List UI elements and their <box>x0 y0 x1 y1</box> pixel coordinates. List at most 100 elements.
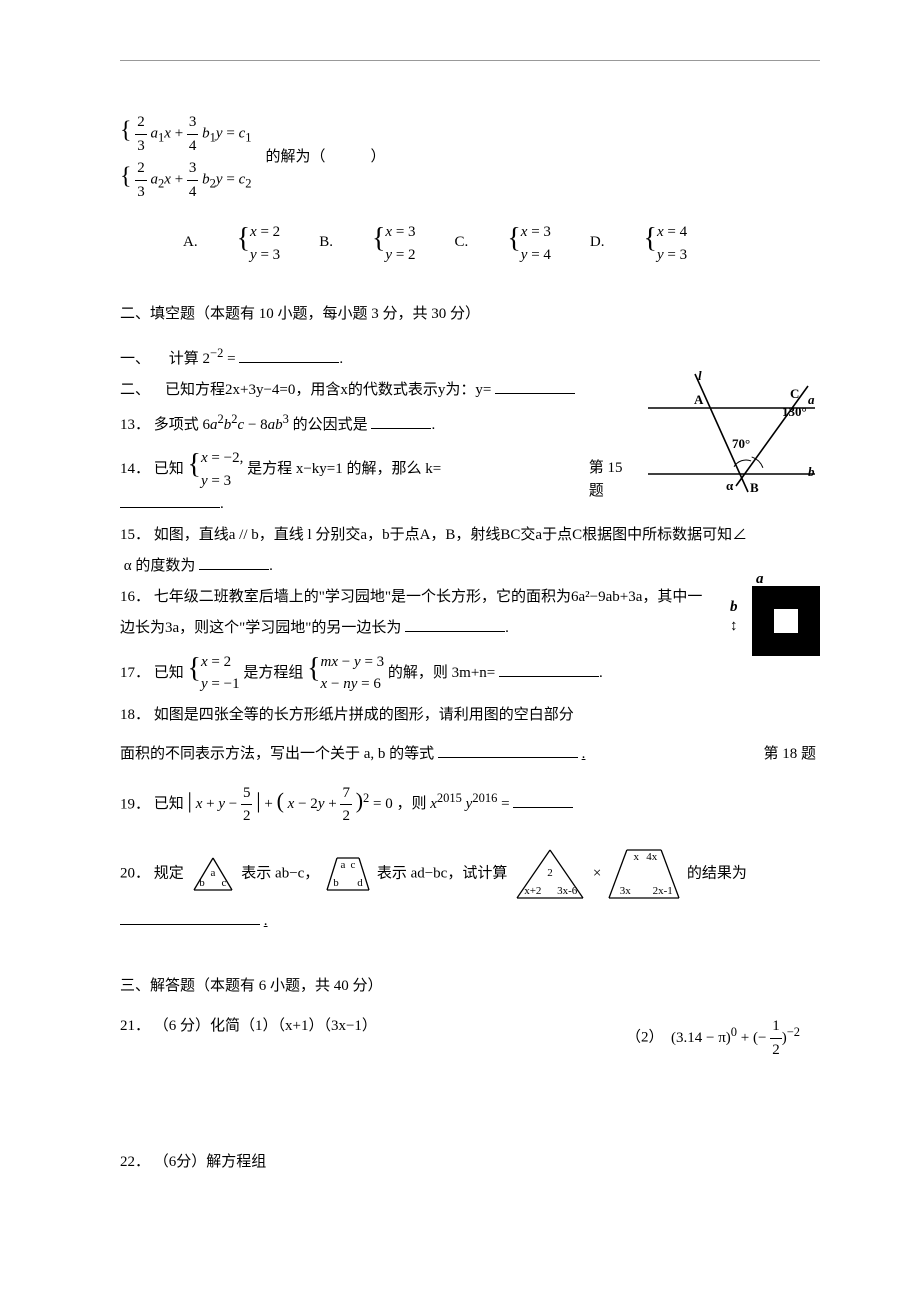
svg-text:c: c <box>221 877 226 889</box>
q20-blank <box>120 909 260 925</box>
q12-text: 已知方程2x+3y−4=0，用含x的代数式表示y为：y= <box>165 382 491 398</box>
q10-line2: { 23 a2x + 34 b2y = c2 <box>120 157 251 203</box>
q15-text: 如图，直线a // b，直线 l 分别交a，b于点A，B，射线BC交a于点C根据… <box>154 527 747 543</box>
q22-label: 22． <box>120 1154 150 1170</box>
q18-l1-text: 如图是四张全等的长方形纸片拼成的图形，请利用图的空白部分 <box>154 707 574 723</box>
svg-text:3x-6: 3x-6 <box>557 885 578 897</box>
q19-blank <box>513 792 573 808</box>
q10-optD-label: D. <box>589 217 641 267</box>
q15-caption: 第 15 题 <box>589 457 640 502</box>
q14-row: 14． 已知 {x = −2,y = 3 是方程 x−ky=1 的解，那么 k=… <box>120 444 640 516</box>
q10-optB-label: B. <box>318 217 369 267</box>
q16-blank <box>405 616 505 632</box>
q19: 19． 已知 | x + y − 52 | + ( x − 2y + 72 )2… <box>120 782 820 828</box>
q18-l1: 18． 如图是四张全等的长方形纸片拼成的图形，请利用图的空白部分 <box>120 704 820 727</box>
q15-l1: 15． 如图，直线a // b，直线 l 分别交a，b于点A，B，射线BC交a于… <box>120 524 820 547</box>
q17-blank <box>499 661 599 677</box>
q13-post: 的公因式是 <box>293 417 368 433</box>
q11: 一、 计算 2−2 = . <box>120 344 820 371</box>
q11-prefix: 一、 <box>120 351 150 367</box>
svg-text:x+2: x+2 <box>524 885 541 897</box>
q12-prefix: 二、 <box>120 382 150 398</box>
q20-tri2: 2 x+2 3x-6 <box>511 846 589 902</box>
q10-optA: {x = 2y = 3 <box>236 217 317 267</box>
q15-svg: lACabBα70°130° <box>640 368 820 498</box>
q21-label: 21． <box>120 1018 150 1034</box>
q18-l2-pre: 面积的不同表示方法，写出一个关于 a, b 的等式 <box>120 746 434 762</box>
q16-label: 16． <box>120 589 150 605</box>
q20-dot: . <box>264 913 268 929</box>
q22-text: （6分）解方程组 <box>154 1154 267 1170</box>
svg-text:a: a <box>341 859 346 871</box>
q18-label: 18． <box>120 707 150 723</box>
svg-text:b: b <box>808 464 815 479</box>
svg-text:b: b <box>199 877 205 889</box>
q21-p2: (3.14 − π)0 + (− 12)−2 <box>671 1030 800 1046</box>
q20-post: 的结果为 <box>687 865 747 881</box>
q18-figure: a b ↕ <box>730 586 820 656</box>
svg-text:C: C <box>790 386 799 401</box>
q14-blank <box>120 492 220 508</box>
q14-label: 14． <box>120 461 150 477</box>
q14-pre: 已知 <box>154 461 184 477</box>
q21-left: 21． （6 分）化简（1）（x+1）（3x−1） <box>120 1015 377 1038</box>
q18-l2: 面积的不同表示方法，写出一个关于 a, b 的等式 . <box>120 742 585 766</box>
q21: 21． （6 分）化简（1）（x+1）（3x−1） （2） (3.14 − π)… <box>120 1015 820 1061</box>
svg-text:α: α <box>726 478 734 493</box>
q10-optA-label: A. <box>182 217 234 267</box>
q20-times: × <box>593 865 601 881</box>
q11-blank <box>239 347 339 363</box>
q17-sys1: {x = 2y = −1 <box>188 665 240 681</box>
q10-options: A. {x = 2y = 3 B. {x = 3y = 2 C. {x = 3y… <box>180 215 725 269</box>
q10-optB: {x = 3y = 2 <box>371 217 452 267</box>
q20: 20． 规定 abc 表示 ab−c， acbd 表示 ad−bc，试计算 2x… <box>120 846 820 941</box>
q11-expr: 2−2 = <box>203 351 236 367</box>
q16-l2-pre: 边长为3a，则这个"学习园地"的另一边长为 <box>120 620 401 636</box>
q10-tail: 的解为（ ） <box>265 146 385 169</box>
q10-optC: {x = 3y = 4 <box>506 217 587 267</box>
q16-l2: 边长为3a，则这个"学习园地"的另一边长为 . <box>120 616 820 640</box>
q17-label: 17． <box>120 665 150 681</box>
q21-p2-label: （2） <box>626 1030 664 1046</box>
q10-line1: { 23 a1x + 34 b1y = c1 <box>120 111 251 157</box>
q19-expr: 已知 | x + y − 52 | + ( x − 2y + 72 )2 = 0… <box>154 796 510 812</box>
q20-mid2: 表示 ad−bc，试计算 <box>377 865 508 881</box>
top-rule <box>120 60 820 61</box>
q18-hole <box>774 609 798 633</box>
svg-text:d: d <box>357 877 363 889</box>
q17-mid: 是方程组 <box>243 665 303 681</box>
q18-dot: . <box>582 746 586 762</box>
q10-optD: {x = 4y = 3 <box>643 217 724 267</box>
q17: 17． 已知 {x = 2y = −1 是方程组 {mx − y = 3x − … <box>120 648 820 696</box>
q18-arrow: ↕ <box>730 615 738 638</box>
q20-pre: 规定 <box>154 865 184 881</box>
svg-text:l: l <box>698 368 702 383</box>
q15-figure: lACabBα70°130° <box>640 368 820 506</box>
q14: 14． 已知 {x = −2,y = 3 是方程 x−ky=1 的解，那么 k=… <box>120 444 539 516</box>
svg-text:2: 2 <box>547 867 553 879</box>
q13-pre: 多项式 <box>154 417 203 433</box>
q10-system: { 23 a1x + 34 b1y = c1 { 23 a2x + 34 b2y… <box>120 111 251 203</box>
q14-sys: {x = −2,y = 3 <box>188 461 244 477</box>
svg-text:b: b <box>333 877 339 889</box>
q20-trap1: acbd <box>323 854 373 894</box>
q19-label: 19． <box>120 796 150 812</box>
svg-text:x: x <box>634 851 640 863</box>
sec3-header: 三、解答题（本题有 6 小题，共 40 分） <box>120 975 820 998</box>
svg-text:2x-1: 2x-1 <box>653 885 673 897</box>
q15-label: 15． <box>120 527 150 543</box>
q17-pre: 已知 <box>154 665 184 681</box>
q17-sys2: {mx − y = 3x − ny = 6 <box>307 665 384 681</box>
svg-text:A: A <box>694 392 704 407</box>
q13-expr: 6a2b2c − 8ab3 <box>203 417 293 433</box>
q18-blank <box>438 742 578 758</box>
q18-square <box>752 586 821 656</box>
q20-tri1: abc <box>188 854 238 894</box>
exam-page: { 23 a1x + 34 b1y = c1 { 23 a2x + 34 b2y… <box>0 0 920 1222</box>
q16-l1: 16． 七年级二班教室后墙上的"学习园地"是一个长方形，它的面积为6a²−9ab… <box>120 586 820 609</box>
q13-blank <box>371 413 431 429</box>
svg-text:a: a <box>808 392 815 407</box>
q13-label: 13． <box>120 417 150 433</box>
svg-text:4x: 4x <box>646 851 658 863</box>
q20-label: 20． <box>120 865 150 881</box>
